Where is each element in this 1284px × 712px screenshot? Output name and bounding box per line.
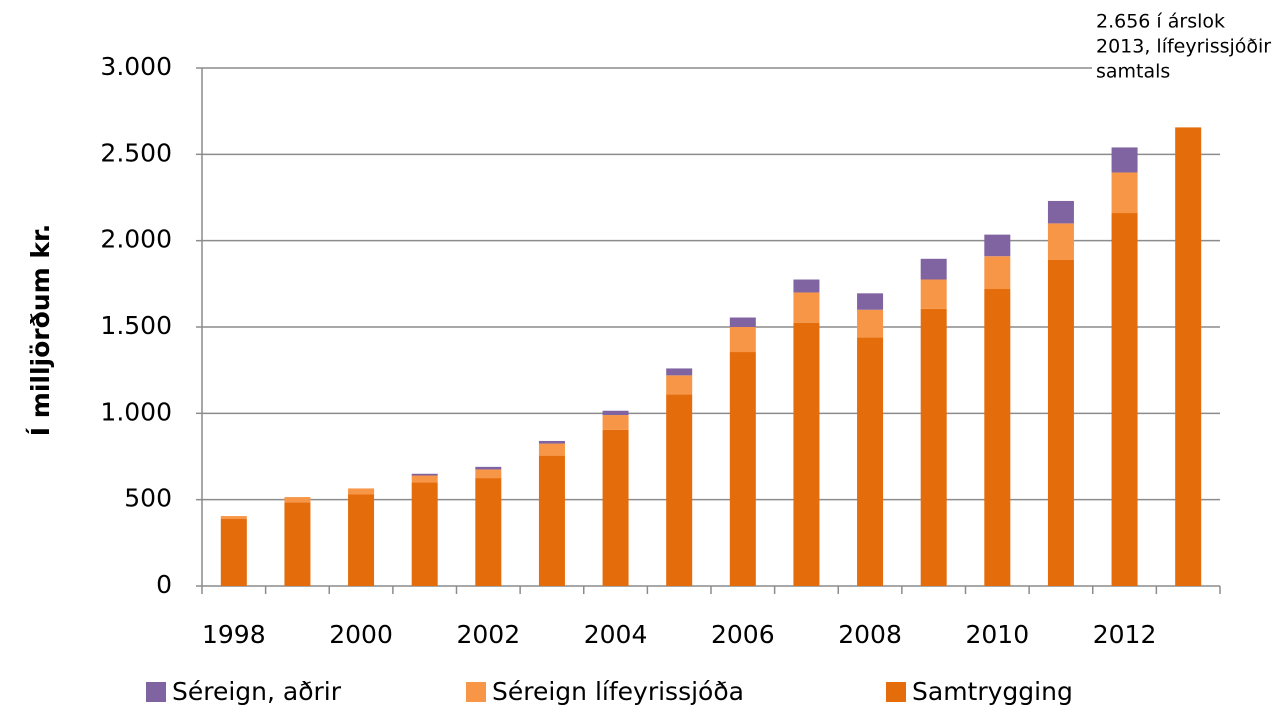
y-tick-label: 2.500 [100,138,172,167]
bar-segment [411,473,438,476]
legend-swatch [466,682,486,702]
bar-segment [920,258,947,280]
bar-segment [666,368,693,376]
bar-segment [920,308,947,586]
bar-segment [1111,172,1138,214]
bar-segment [602,415,629,430]
bar-segment [1047,259,1074,586]
bar-segment [1111,147,1138,173]
bar-segment [538,440,565,444]
bar-segment [411,482,438,586]
annotation: 2.656 í árslok [1096,11,1225,33]
y-tick-label: 0 [156,570,172,599]
bar-segment [666,394,693,586]
bar-segment [666,375,693,395]
y-axis-label: Í milljörðum kr. [26,224,55,436]
x-tick-label: 2002 [457,620,521,649]
bar-segment [475,478,502,586]
bar-segment [538,455,565,586]
bar-segment [729,327,756,353]
bar-segment [984,256,1011,290]
bar-segment [1111,213,1138,587]
bar-segment [729,317,756,327]
legend-label: Séreign lífeyrissjóða [492,677,744,706]
legend-label: Séreign, aðrir [172,677,342,706]
bar-segment [602,410,629,416]
annotation: 2013, lífeyrissjóðir [1096,36,1271,58]
bar-segment [411,475,438,483]
bar-segment [1175,127,1202,586]
legend-swatch [886,682,906,702]
bar-segment [793,292,820,323]
bar-segment [1047,200,1074,224]
bar-segment [220,516,247,519]
bar-segment [284,497,311,503]
bar-segment [220,518,247,586]
bar-segment [1047,223,1074,260]
bar-segment [538,443,565,456]
x-tick-label: 1998 [202,620,266,649]
legend-label: Samtrygging [912,677,1073,706]
y-tick-label: 500 [124,484,172,513]
x-tick-label: 2008 [838,620,902,649]
x-tick-label: 2000 [329,620,393,649]
bar-segment [793,322,820,586]
x-tick-label: 2006 [711,620,775,649]
bar-segment [284,502,311,586]
x-tick-label: 2004 [584,620,648,649]
bar-segment [920,279,947,309]
x-tick-label: 2010 [966,620,1030,649]
y-tick-label: 1.500 [100,311,172,340]
bar-segment [475,469,502,479]
legend-swatch [146,682,166,702]
bar-segment [984,289,1011,586]
bar-segment [475,466,502,470]
y-tick-label: 3.000 [100,52,172,81]
bar-segment [348,494,375,586]
y-tick-label: 1.000 [100,397,172,426]
x-tick-label: 2012 [1093,620,1157,649]
annotation-bg [1092,4,1282,104]
bar-segment [857,293,884,310]
bar-segment [857,309,884,338]
bar-segment [729,352,756,586]
annotation: samtals [1096,61,1170,83]
y-tick-label: 2.000 [100,225,172,254]
bar-segment [793,279,820,293]
bar-segment [857,337,884,586]
bar-segment [984,234,1011,257]
bar-segment [348,488,375,495]
bar-segment [602,429,629,586]
